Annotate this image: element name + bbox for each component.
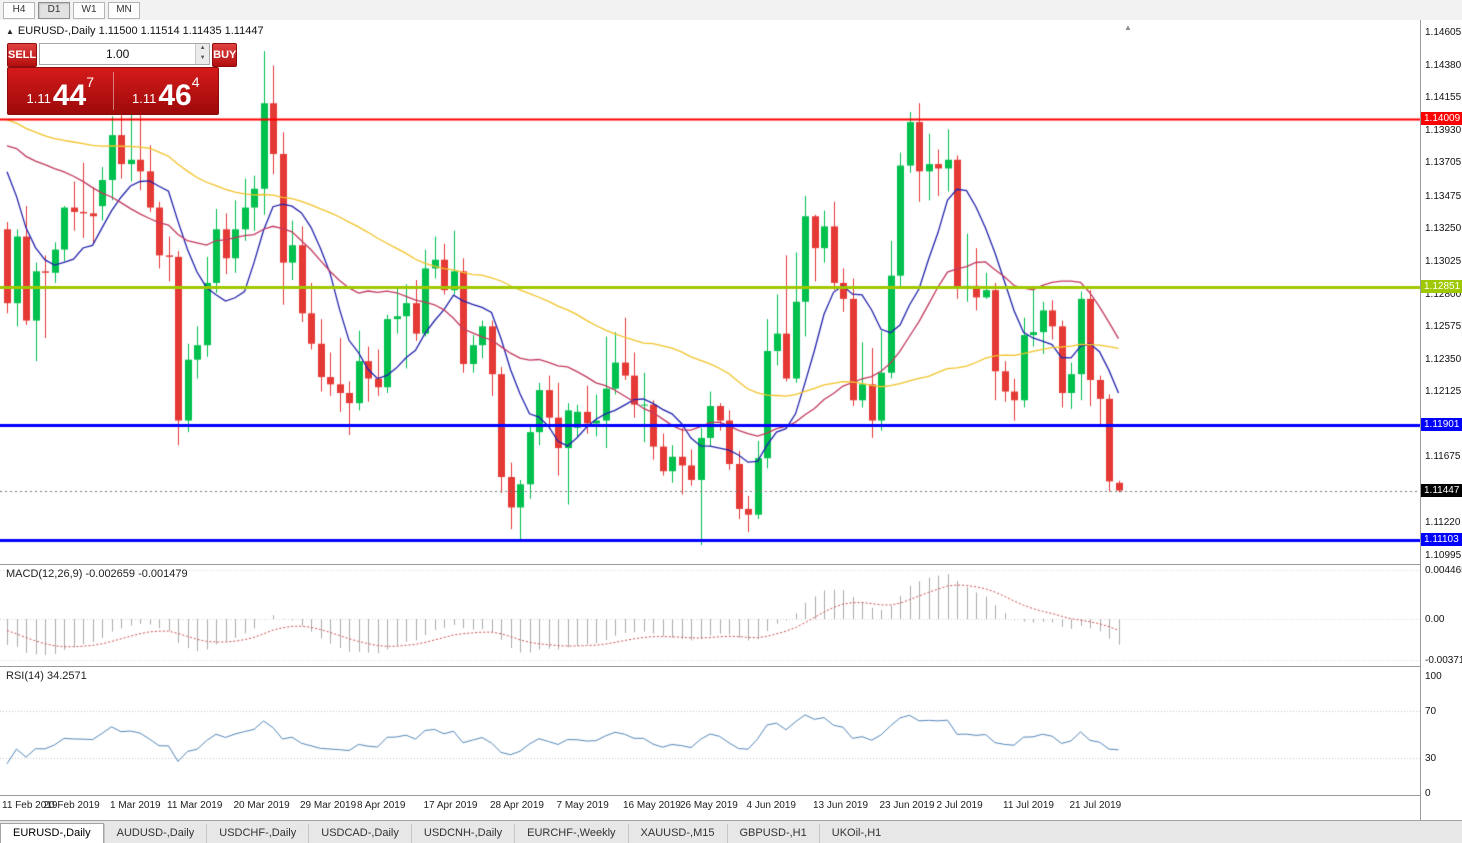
buy-price-prefix: 1.11	[131, 91, 157, 106]
volume-down-icon[interactable]: ▼	[196, 54, 210, 64]
chart-window: ▲ EURUSD-,Daily 1.11500 1.11514 1.11435 1…	[0, 20, 1462, 820]
symbol-tab-7[interactable]: GBPUSD-,H1	[726, 824, 819, 843]
buy-price-big: 46	[158, 79, 192, 112]
macd-indicator-label: MACD(12,26,9) -0.002659 -0.001479	[6, 568, 188, 580]
macd-scale-label: -0.003715	[1425, 655, 1462, 666]
price-chart-canvas[interactable]	[0, 20, 1420, 795]
date-tick-label: 16 May 2019	[623, 800, 681, 811]
macd-name: MACD(12,26,9)	[6, 568, 83, 580]
date-tick-label: 11 Mar 2019	[167, 800, 223, 811]
date-tick-label: 7 May 2019	[556, 800, 609, 811]
symbol-tab-4[interactable]: USDCNH-,Daily	[410, 824, 514, 843]
sell-price-sup: 7	[86, 74, 94, 90]
date-tick-label: 23 Jun 2019	[879, 800, 935, 811]
price-scale-label: 1.11675	[1425, 451, 1461, 463]
date-tick-label: 4 Jun 2019	[746, 800, 797, 811]
price-scale-axis[interactable]: 1.14605 1.14380 1.14155 1.13930 1.13705 1.134…	[1420, 20, 1462, 820]
chart-symbol-label: EURUSD-,Daily	[17, 25, 96, 37]
date-axis[interactable]: 11 Feb 2019 20 Feb 2019 1 Mar 2019 11 Mar 2…	[0, 795, 1420, 820]
price-scale-label: 1.14605	[1425, 27, 1462, 38]
timeframe-toolbar: H4 D1 W1 MN	[0, 0, 1462, 21]
price-scale-label: 1.12125	[1425, 386, 1462, 398]
symbol-tab-3[interactable]: USDCAD-,Daily	[308, 824, 411, 843]
buy-price-sup: 4	[191, 74, 200, 90]
date-tick-label: 1 Mar 2019	[110, 800, 161, 811]
price-level-badge: 1.11447	[1421, 483, 1462, 497]
buy-button[interactable]: BUY	[212, 43, 238, 67]
volume-spinner: ▲ ▼	[195, 44, 210, 64]
timeframe-button-MN[interactable]: MN	[108, 1, 140, 19]
chart-shift-marker-icon[interactable]: ▲	[1124, 23, 1132, 32]
sell-button[interactable]: SELL	[7, 43, 38, 67]
macd-values: -0.002659 -0.001479	[85, 568, 188, 580]
price-scale-label: 1.13025	[1425, 255, 1462, 267]
price-scale-label: 1.13475	[1425, 190, 1462, 202]
rsi-scale-label: 30	[1425, 752, 1437, 764]
price-scale-label: 1.10995	[1425, 550, 1462, 561]
volume-up-icon[interactable]: ▲	[196, 44, 210, 54]
quote-divider	[112, 72, 114, 110]
date-tick-label: 21 Jul 2019	[1069, 800, 1122, 811]
buy-price-display[interactable]: 1.11 46 4	[114, 68, 219, 114]
one-click-quote-panel: 1.11 44 7 1.11 46 4	[7, 67, 219, 115]
symbol-tabs-bar: EURUSD-,Daily AUDUSD-,Daily USDCHF-,Daily U…	[0, 820, 1462, 843]
rsi-indicator-label: RSI(14) 34.2571	[6, 670, 87, 682]
sell-price-big: 44	[52, 79, 87, 112]
timeframe-button-W1[interactable]: W1	[73, 1, 105, 19]
rsi-scale-label: 70	[1425, 706, 1437, 718]
sell-price-prefix: 1.11	[26, 91, 51, 106]
price-level-badge: 1.11901	[1421, 417, 1462, 431]
chart-title: ▲ EURUSD-,Daily 1.11500 1.11514 1.11435 1…	[6, 25, 264, 37]
date-tick-label: 28 Apr 2019	[490, 800, 544, 811]
rsi-scale-label: 0	[1425, 788, 1431, 799]
rsi-name: RSI(14)	[6, 670, 44, 682]
price-scale-label: 1.13705	[1425, 157, 1462, 169]
symbol-tab-6[interactable]: XAUUSD-,M15	[627, 824, 727, 843]
price-scale-label: 1.14380	[1425, 59, 1462, 71]
price-scale-label: 1.11220	[1425, 517, 1461, 529]
date-tick-label: 13 Jun 2019	[813, 800, 869, 811]
rsi-scale-label: 100	[1425, 671, 1442, 682]
date-tick-label: 29 Mar 2019	[300, 800, 357, 811]
chart-title-marker-icon: ▲	[6, 27, 14, 36]
date-tick-label: 8 Apr 2019	[357, 800, 406, 811]
date-tick-label: 20 Mar 2019	[233, 800, 290, 811]
date-tick-label: 20 Feb 2019	[43, 800, 100, 811]
date-tick-label: 11 Jul 2019	[1003, 800, 1054, 811]
timeframe-button-D1[interactable]: D1	[38, 1, 70, 19]
symbol-tab-8[interactable]: UKOil-,H1	[818, 824, 894, 843]
price-scale-label: 1.14155	[1425, 92, 1462, 104]
rsi-value: 34.2571	[46, 670, 87, 682]
panel-separator[interactable]	[0, 564, 1462, 565]
panel-separator	[0, 795, 1462, 796]
symbol-tab-5[interactable]: EURCHF-,Weekly	[514, 824, 627, 843]
sell-price-display[interactable]: 1.11 44 7	[8, 68, 113, 114]
date-tick-label: 2 Jul 2019	[936, 800, 983, 811]
volume-input[interactable]	[40, 44, 196, 64]
timeframe-button-H4[interactable]: H4	[3, 1, 35, 19]
price-scale-label: 1.12350	[1425, 353, 1462, 365]
price-scale-label: 1.12800	[1425, 288, 1462, 300]
chart-ohlc-values: 1.11500 1.11514 1.11435 1.11447	[98, 25, 264, 37]
price-scale-label: 1.13250	[1425, 223, 1462, 235]
date-tick-label: 17 Apr 2019	[423, 800, 478, 811]
macd-scale-label: 0.00	[1425, 614, 1445, 626]
price-level-badge: 1.11103	[1421, 533, 1462, 547]
price-level-badge: 1.12851	[1421, 280, 1462, 294]
symbol-tab-1[interactable]: AUDUSD-,Daily	[103, 824, 207, 843]
date-tick-label: 11 Feb 2019	[2, 800, 58, 811]
symbol-tab-2[interactable]: USDCHF-,Daily	[206, 824, 308, 843]
price-level-badge: 1.14009	[1421, 112, 1462, 126]
panel-separator[interactable]	[0, 666, 1462, 667]
macd-scale-label: 0.004465	[1425, 565, 1462, 576]
price-scale-label: 1.12575	[1425, 321, 1462, 333]
symbol-tab-0[interactable]: EURUSD-,Daily	[0, 823, 104, 843]
price-scale-label: 1.13930	[1425, 124, 1462, 136]
date-tick-label: 26 May 2019	[680, 800, 738, 811]
volume-box: ▲ ▼	[39, 43, 211, 65]
